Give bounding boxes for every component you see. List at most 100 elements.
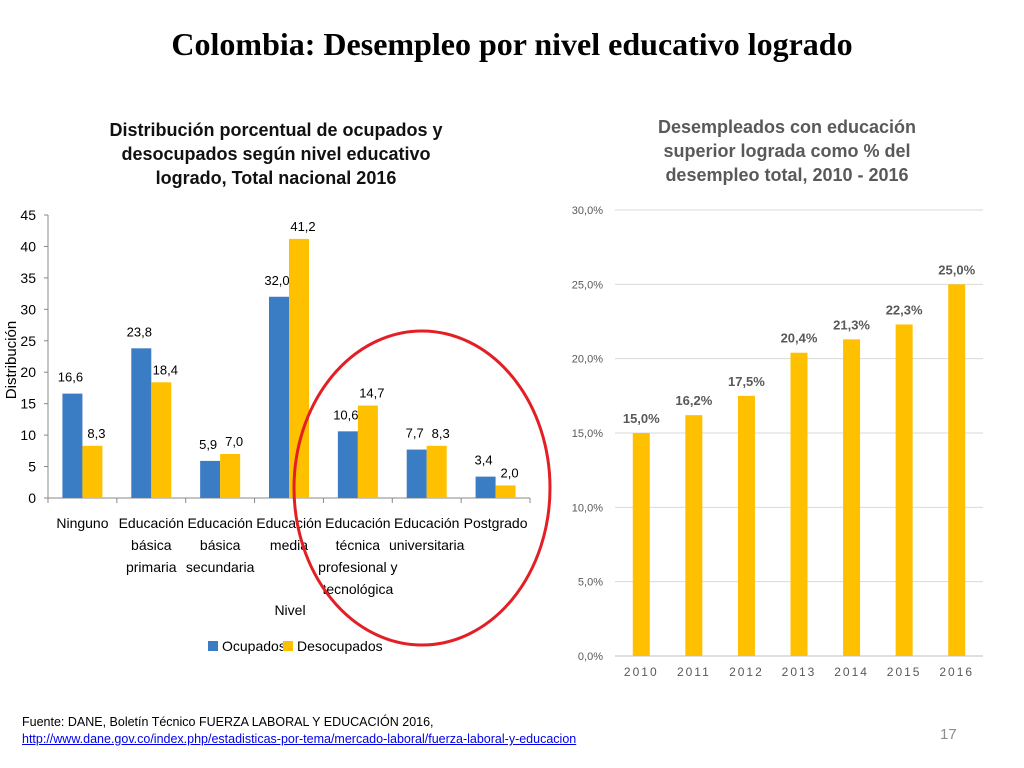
data-label-ocupados: 10,6 xyxy=(333,407,358,422)
bar-desocupados xyxy=(495,485,516,498)
bar-ocupados xyxy=(62,393,83,498)
x-tick-label-line: primaria xyxy=(126,559,177,575)
y-tick-label: 45 xyxy=(20,207,36,223)
x-tick-label-line: Educación xyxy=(256,515,321,531)
x-tick-label-line: Postgrado xyxy=(464,515,528,531)
data-label: 21,3% xyxy=(833,317,870,332)
y-tick-label: 5,0% xyxy=(578,577,603,589)
legend-label: Desocupados xyxy=(297,638,383,654)
x-tick-label-line: tecnológica xyxy=(322,581,393,597)
x-tick-label-line: secundaria xyxy=(186,559,255,575)
source-text: Fuente: DANE, Boletín Técnico FUERZA LAB… xyxy=(22,715,434,729)
y-axis-title: Distribución xyxy=(3,321,20,399)
data-label-ocupados: 16,6 xyxy=(58,370,83,385)
bar-desocupados xyxy=(357,405,378,498)
bar-ocupados xyxy=(337,431,358,498)
y-tick-label: 15,0% xyxy=(572,428,603,440)
bar-year xyxy=(737,395,755,656)
x-tick-label-line: Ninguno xyxy=(56,515,108,531)
data-label-ocupados: 7,7 xyxy=(406,426,424,441)
bar-desocupados xyxy=(220,453,241,498)
data-label-desocupados: 41,2 xyxy=(290,219,315,234)
right-chart-title-line: desempleo total, 2010 - 2016 xyxy=(665,165,909,185)
left-chart-title: Distribución porcentual de ocupados y de… xyxy=(80,118,472,190)
education-distribution-chart: 0 5 10 15 20 25 30 35 40 45 16,6 8,3 Ninguno 23,8 18,4… xyxy=(3,207,552,654)
x-tick-label: 2014 xyxy=(834,665,869,679)
y-tick-label: 5 xyxy=(28,459,36,475)
x-tick-label: Educación técnica profesional y tecnológica xyxy=(318,515,397,597)
bar-year xyxy=(895,324,913,656)
x-tick-label-line: básica xyxy=(131,537,172,553)
y-tick-label: 40 xyxy=(20,238,36,254)
data-label-ocupados: 5,9 xyxy=(199,437,217,452)
x-axis-title: Nivel xyxy=(274,602,305,618)
bar-desocupados xyxy=(426,445,447,498)
page-number: 17 xyxy=(940,726,957,743)
x-tick-label: 2015 xyxy=(887,665,922,679)
data-label-ocupados: 3,4 xyxy=(475,453,493,468)
x-tick-label: Ninguno xyxy=(56,515,108,531)
bar-desocupados xyxy=(151,382,172,498)
y-tick-label: 25 xyxy=(20,333,36,349)
x-tick-label-line: Educación xyxy=(119,515,184,531)
left-chart-title-line: desocupados según nivel educativo xyxy=(121,144,431,164)
y-tick-label: 20,0% xyxy=(572,354,603,366)
x-tick-label-line: universitaria xyxy=(389,537,465,553)
data-label-desocupados: 2,0 xyxy=(501,465,519,480)
bar-ocupados xyxy=(269,296,289,498)
bar-ocupados xyxy=(131,348,152,498)
y-tick-label: 30 xyxy=(20,301,36,317)
x-tick-label: 2012 xyxy=(729,665,764,679)
data-label: 20,4% xyxy=(781,331,818,346)
x-tick-label: Educación básica primaria xyxy=(119,515,184,575)
y-tick-label: 10,0% xyxy=(572,502,603,514)
data-label-ocupados: 23,8 xyxy=(127,324,152,339)
bar-ocupados xyxy=(406,449,427,498)
data-label: 22,3% xyxy=(886,302,923,317)
bar-year xyxy=(790,352,808,656)
source-link[interactable]: http://www.dane.gov.co/index.php/estadis… xyxy=(22,732,577,746)
data-label: 16,2% xyxy=(675,393,712,408)
bar-year xyxy=(685,415,703,656)
bar-year xyxy=(948,284,966,656)
x-tick-label-line: Educación xyxy=(187,515,252,531)
left-chart-title-line: Distribución porcentual de ocupados y xyxy=(109,120,443,140)
x-tick-label: 2016 xyxy=(939,665,974,679)
x-tick-label-line: básica xyxy=(200,537,241,553)
data-label: 17,5% xyxy=(728,374,765,389)
y-tick-label: 10 xyxy=(20,427,36,443)
x-tick-label: 2013 xyxy=(782,665,817,679)
y-tick-label: 35 xyxy=(20,270,36,286)
right-chart-title: Desempleados con educación superior logr… xyxy=(620,115,954,187)
x-tick-label: 2011 xyxy=(677,665,711,679)
legend-swatch xyxy=(283,641,293,651)
bar-desocupados xyxy=(82,445,103,498)
y-tick-label: 0 xyxy=(28,490,36,506)
bar-ocupados xyxy=(200,460,221,498)
x-tick-label-line: profesional y xyxy=(318,559,397,575)
x-tick-label: Educación media xyxy=(256,515,321,553)
data-label: 25,0% xyxy=(938,262,975,277)
y-tick-label: 0,0% xyxy=(578,651,603,663)
data-label-desocupados: 8,3 xyxy=(432,426,450,441)
right-chart-title-line: superior lograda como % del xyxy=(663,141,911,161)
y-tick-label: 20 xyxy=(20,364,36,380)
data-label-desocupados: 8,3 xyxy=(87,426,105,441)
x-tick-label-line: Educación xyxy=(325,515,390,531)
legend-label: Ocupados xyxy=(222,638,286,654)
slide-title: Colombia: Desempleo por nivel educativo … xyxy=(171,26,853,62)
y-tick-label: 15 xyxy=(20,396,36,412)
x-tick-label: Postgrado xyxy=(464,515,528,531)
x-tick-label: Educación básica secundaria xyxy=(186,515,255,575)
x-tick-label-line: media xyxy=(270,537,308,553)
bar-year xyxy=(843,339,861,656)
source-note: Fuente: DANE, Boletín Técnico FUERZA LAB… xyxy=(22,714,576,748)
bar-year xyxy=(632,433,650,656)
legend-swatch xyxy=(208,641,218,651)
y-tick-label: 25,0% xyxy=(572,279,603,291)
higher-education-unemployment-chart: 0,0% 5,0% 10,0% 15,0% 20,0% 25,0% 30,0% 15,0% 20… xyxy=(572,205,983,679)
right-chart-title-line: Desempleados con educación xyxy=(657,117,917,137)
left-chart-title-line: logrado, Total nacional 2016 xyxy=(155,168,397,188)
bar-ocupados xyxy=(475,476,496,498)
x-tick-label-line: técnica xyxy=(336,537,381,553)
